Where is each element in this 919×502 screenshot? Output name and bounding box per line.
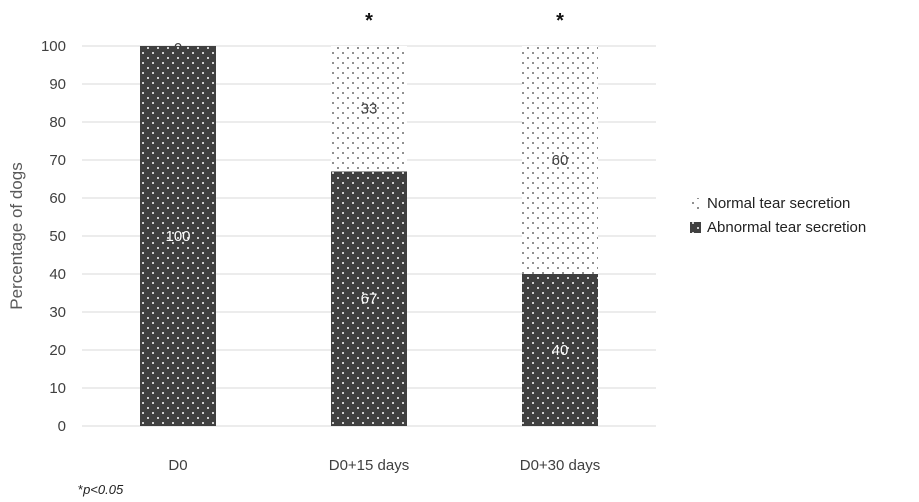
y-tick-label: 60 [49, 190, 66, 207]
data-label: 60 [552, 152, 569, 169]
data-label: 100 [165, 228, 190, 245]
bar-segment [331, 171, 407, 426]
legend: Normal tear secretion Abnormal tear secre… [690, 195, 866, 236]
x-tick-label: D0+15 days [329, 457, 409, 474]
x-tick-label: D0 [168, 457, 187, 474]
bars [140, 46, 598, 426]
y-tick-label: 0 [58, 418, 66, 435]
y-tick-label: 20 [49, 342, 66, 359]
y-tick-label: 40 [49, 266, 66, 283]
bar-segment [522, 274, 598, 426]
data-labels: 100 0 67 33 40 60 [165, 40, 568, 359]
legend-swatch [690, 222, 701, 233]
footnote-text: p<0.05 [83, 482, 124, 497]
y-tick-label: 90 [49, 76, 66, 93]
x-tick-label: D0+30 days [520, 457, 600, 474]
bar-segment [140, 46, 216, 426]
data-label: 67 [361, 291, 378, 308]
y-tick-label: 30 [49, 304, 66, 321]
x-axis-ticks: D0 D0+15 days D0+30 days [168, 457, 600, 474]
data-label: 33 [361, 101, 378, 118]
significance-markers: * * [365, 10, 564, 32]
y-tick-label: 80 [49, 114, 66, 131]
bar-segment [522, 46, 598, 274]
y-tick-label: 50 [49, 228, 66, 245]
y-tick-label: 100 [41, 38, 66, 55]
legend-label: Normal tear secretion [707, 195, 850, 212]
y-axis-ticks: 0 10 20 30 40 50 60 70 80 90 100 [41, 38, 66, 435]
y-tick-label: 70 [49, 152, 66, 169]
y-axis-label: Percentage of dogs [7, 162, 26, 309]
data-label: 0 [174, 40, 182, 57]
footnote-symbol: * [78, 482, 84, 497]
significance-star: * [556, 10, 564, 32]
y-tick-label: 10 [49, 380, 66, 397]
footnote: *p<0.05 [78, 482, 123, 497]
bar-segment [331, 46, 407, 172]
legend-swatch [690, 198, 701, 209]
data-label: 40 [552, 342, 569, 359]
significance-star: * [365, 10, 373, 32]
legend-label: Abnormal tear secretion [707, 219, 866, 236]
